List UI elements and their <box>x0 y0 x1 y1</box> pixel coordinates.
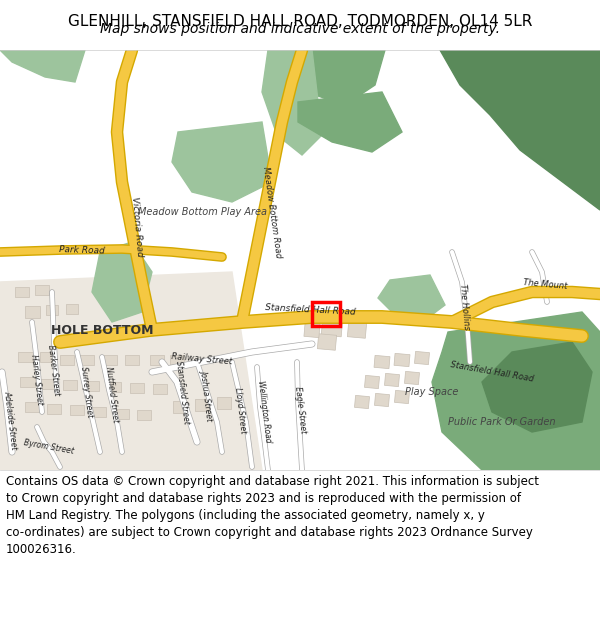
FancyBboxPatch shape <box>415 351 430 364</box>
Text: The Hollins: The Hollins <box>458 284 472 331</box>
FancyBboxPatch shape <box>130 383 144 393</box>
Text: The Mount: The Mount <box>523 278 568 291</box>
FancyBboxPatch shape <box>40 352 55 362</box>
Text: Adelaide Street: Adelaide Street <box>2 390 18 450</box>
FancyBboxPatch shape <box>25 402 39 412</box>
FancyBboxPatch shape <box>125 355 139 365</box>
FancyBboxPatch shape <box>40 379 54 389</box>
Text: GLENHILL, STANSFIELD HALL ROAD, TODMORDEN, OL14 5LR: GLENHILL, STANSFIELD HALL ROAD, TODMORDE… <box>68 14 532 29</box>
Text: Meadow Bottom Road: Meadow Bottom Road <box>261 166 283 258</box>
Text: Lloyd Street: Lloyd Street <box>233 386 247 434</box>
Text: Nutfield Street: Nutfield Street <box>104 366 120 423</box>
FancyBboxPatch shape <box>19 377 35 387</box>
Polygon shape <box>525 50 600 140</box>
FancyBboxPatch shape <box>153 384 167 394</box>
Polygon shape <box>92 242 152 322</box>
FancyBboxPatch shape <box>374 356 390 369</box>
FancyBboxPatch shape <box>374 393 389 407</box>
Text: Play Space: Play Space <box>406 387 458 397</box>
Polygon shape <box>0 272 262 470</box>
Text: Byrom Street: Byrom Street <box>23 438 75 456</box>
FancyBboxPatch shape <box>365 376 379 389</box>
FancyBboxPatch shape <box>103 355 117 365</box>
FancyBboxPatch shape <box>107 382 121 392</box>
Polygon shape <box>172 122 272 202</box>
Text: Meadow Bottom Play Area: Meadow Bottom Play Area <box>137 207 266 217</box>
Text: Railway Street: Railway Street <box>171 352 233 366</box>
FancyBboxPatch shape <box>46 305 58 315</box>
Polygon shape <box>482 342 592 432</box>
FancyBboxPatch shape <box>170 355 184 365</box>
FancyBboxPatch shape <box>63 380 77 390</box>
FancyBboxPatch shape <box>60 355 74 365</box>
FancyBboxPatch shape <box>80 355 94 365</box>
Text: Public Park Or Garden: Public Park Or Garden <box>448 417 556 427</box>
Text: Surrey Street: Surrey Street <box>79 366 95 418</box>
FancyBboxPatch shape <box>25 306 40 318</box>
Polygon shape <box>432 312 600 470</box>
FancyBboxPatch shape <box>115 409 129 419</box>
FancyBboxPatch shape <box>173 401 187 413</box>
FancyBboxPatch shape <box>85 381 99 391</box>
FancyBboxPatch shape <box>66 304 78 314</box>
FancyBboxPatch shape <box>70 405 84 415</box>
Polygon shape <box>285 50 385 105</box>
Bar <box>312 302 340 326</box>
Text: Barker Street: Barker Street <box>46 344 62 396</box>
FancyBboxPatch shape <box>17 352 32 362</box>
Text: Victoria Road: Victoria Road <box>130 197 144 258</box>
Text: Harley Street: Harley Street <box>29 354 44 406</box>
Text: Stansfield Hall Road: Stansfield Hall Road <box>265 303 355 317</box>
FancyBboxPatch shape <box>137 410 151 420</box>
FancyBboxPatch shape <box>321 317 343 337</box>
Text: Contains OS data © Crown copyright and database right 2021. This information is : Contains OS data © Crown copyright and d… <box>6 474 539 556</box>
Polygon shape <box>378 275 445 320</box>
Polygon shape <box>440 50 600 210</box>
FancyBboxPatch shape <box>347 322 367 338</box>
Polygon shape <box>262 50 322 155</box>
Text: Map shows position and indicative extent of the property.: Map shows position and indicative extent… <box>100 22 500 36</box>
Text: Wellington Road: Wellington Road <box>256 381 272 444</box>
FancyBboxPatch shape <box>47 404 61 414</box>
FancyBboxPatch shape <box>355 396 370 409</box>
FancyBboxPatch shape <box>394 353 410 367</box>
Polygon shape <box>0 50 85 82</box>
Text: Joshua Street: Joshua Street <box>199 369 215 421</box>
FancyBboxPatch shape <box>404 371 419 384</box>
FancyBboxPatch shape <box>15 287 29 297</box>
Text: Stansfield Street: Stansfield Street <box>173 360 190 424</box>
FancyBboxPatch shape <box>150 355 164 365</box>
FancyBboxPatch shape <box>35 285 49 295</box>
Text: HOLE BOTTOM: HOLE BOTTOM <box>51 324 153 336</box>
FancyBboxPatch shape <box>217 397 231 409</box>
FancyBboxPatch shape <box>385 373 400 387</box>
Polygon shape <box>298 92 402 152</box>
Text: Stansfield Hall Road: Stansfield Hall Road <box>449 360 535 384</box>
FancyBboxPatch shape <box>195 399 209 411</box>
FancyBboxPatch shape <box>92 407 106 417</box>
FancyBboxPatch shape <box>395 391 409 404</box>
FancyBboxPatch shape <box>317 334 337 350</box>
FancyBboxPatch shape <box>304 322 320 338</box>
Text: Park Road: Park Road <box>59 245 105 255</box>
Text: Eagle Street: Eagle Street <box>293 386 307 434</box>
